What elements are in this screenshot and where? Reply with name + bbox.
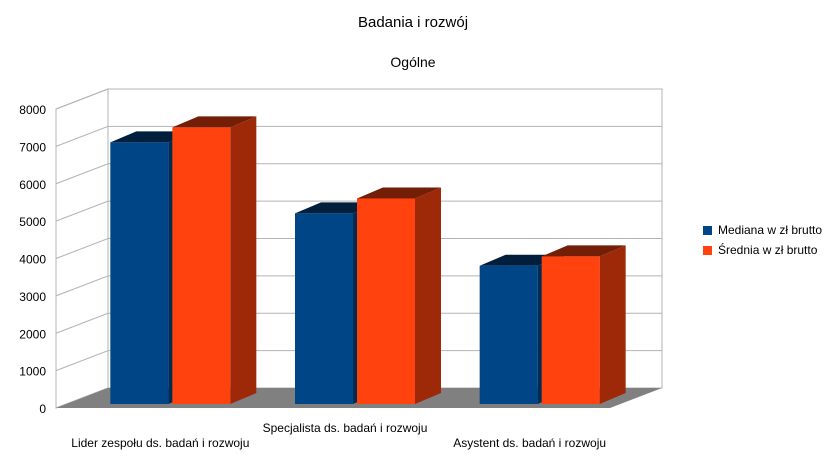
legend-item-median: Mediana w zł brutto <box>703 220 822 240</box>
gridline <box>55 312 662 334</box>
y-tick-label: 4000 <box>19 253 46 267</box>
chart-title: Badania i rozwój <box>357 14 469 31</box>
gridline <box>55 275 662 297</box>
y-tick-label: 1000 <box>19 365 46 379</box>
bar <box>172 127 231 405</box>
gridline <box>55 163 662 185</box>
x-tick-label: Lider zespołu ds. badań i rozwoju <box>71 436 249 450</box>
y-tick-label: 3000 <box>19 290 46 304</box>
bar <box>110 142 169 404</box>
gridline <box>55 350 662 372</box>
y-tick-label: 8000 <box>19 103 46 117</box>
bar <box>541 256 600 404</box>
legend-label-mean: Średnia w zł brutto <box>718 243 818 257</box>
bar <box>357 198 415 404</box>
y-tick-label: 0 <box>39 402 46 416</box>
bar-side <box>230 116 257 405</box>
legend-item-mean: Średnia w zł brutto <box>703 240 822 260</box>
legend-swatch-median <box>703 225 712 235</box>
x-tick-label: Specjalista ds. badań i rozwoju <box>263 421 428 435</box>
bar-side <box>415 187 441 404</box>
bar-top <box>357 187 441 199</box>
bar-side <box>599 245 626 404</box>
bar-top <box>172 116 257 128</box>
bar <box>295 213 353 404</box>
y-tick-label: 5000 <box>19 215 46 229</box>
gridline <box>55 238 662 259</box>
legend: Mediana w zł brutto Średnia w zł brutto <box>703 220 822 260</box>
gridline <box>55 125 662 147</box>
bar-top <box>541 245 626 257</box>
x-tick-label: Asystent ds. badań i rozwoju <box>453 436 606 450</box>
legend-swatch-mean <box>703 245 712 255</box>
bar <box>479 265 538 404</box>
y-tick-label: 6000 <box>19 178 46 192</box>
y-tick-label: 7000 <box>19 140 46 154</box>
chart-subtitle: Ogólne <box>390 54 436 70</box>
gridline <box>55 200 662 222</box>
y-tick-label: 2000 <box>19 327 46 341</box>
gridline <box>55 88 662 110</box>
legend-label-median: Mediana w zł brutto <box>718 223 823 237</box>
